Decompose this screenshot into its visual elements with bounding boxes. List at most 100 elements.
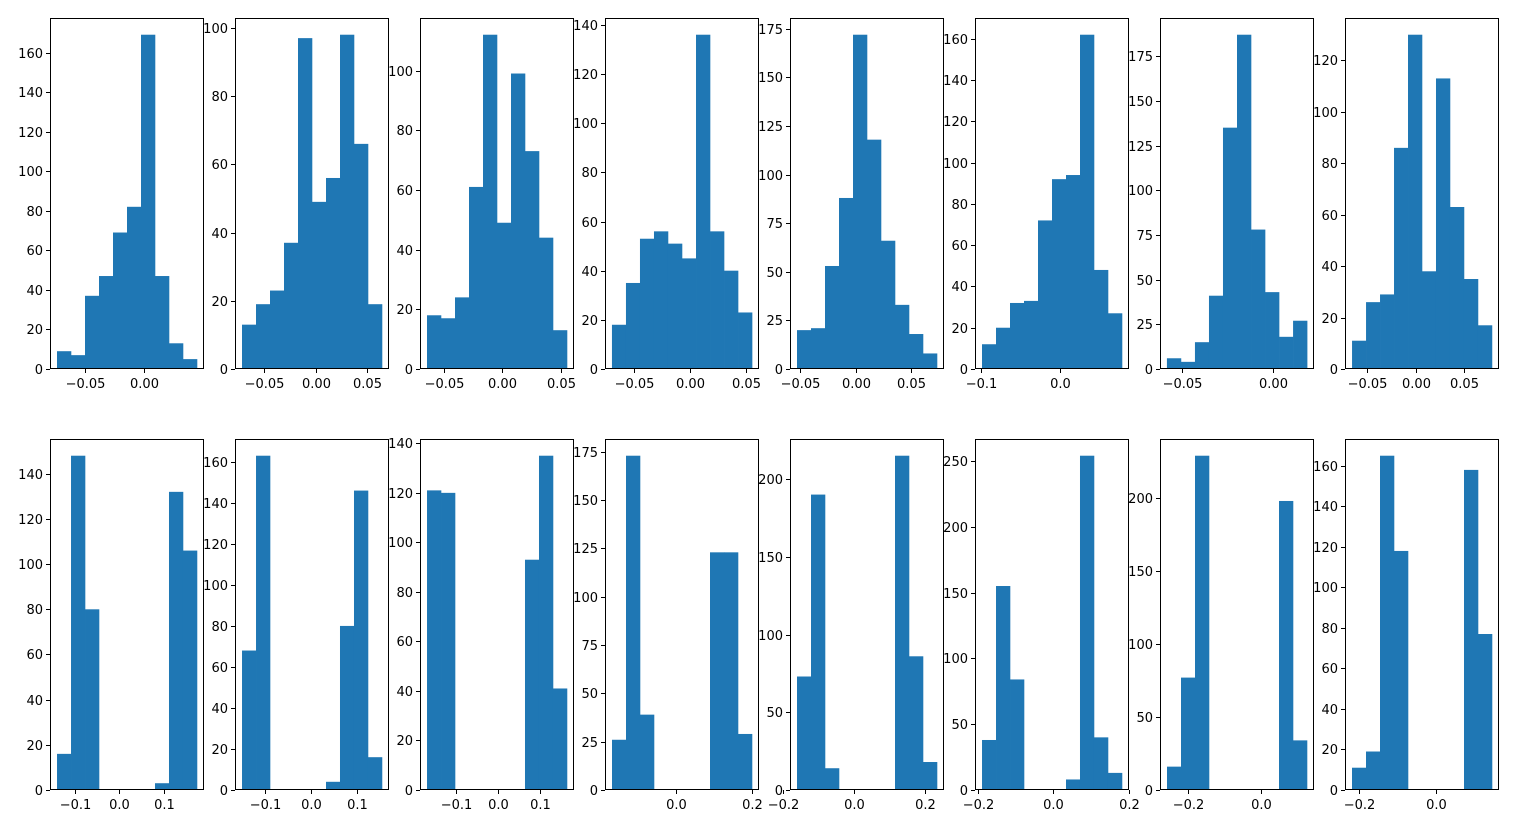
histogram-panel: 0 20 40 60 80 100 120 140 160 −0.1 0.0 0.1 [203,439,389,813]
histogram-panel: 0 20 40 60 80 100 −0.05 0.00 0.05 [203,18,389,392]
x-tick-label: −0.05 [66,377,106,392]
y-tick-label: 125 [758,120,783,135]
histogram-bar [57,753,72,790]
x-tick-label: −0.05 [1348,377,1388,392]
x-tick-label: 0.0 [1251,798,1272,813]
y-tick-label: 100 [1128,184,1153,199]
y-tick-label: 75 [1136,229,1153,244]
histogram-bar [1477,325,1493,369]
x-tick-label: 0.1 [154,798,175,813]
y-tick-label: 100 [758,169,783,184]
x-tick-label: 0.1 [530,798,551,813]
y-tick-label: 200 [943,521,968,536]
histogram-bar [1222,127,1238,369]
x-tick-label: 0.0 [666,798,687,813]
x-tick-label: 0.05 [897,377,926,392]
histogram-bar [483,34,498,370]
x-tick-label: 0.05 [547,377,576,392]
histogram-bar [141,34,156,370]
y-tick-label: 0 [1145,784,1153,799]
x-tick-label: 0.0 [1050,377,1071,392]
y-tick-label: 60 [211,661,228,676]
histogram-bar [1166,358,1182,369]
y-tick-label: 0 [220,784,228,799]
histogram-bar [653,231,669,369]
y-tick-label: 80 [396,124,413,139]
x-tick-label: 0.05 [353,377,382,392]
histogram-bar [1463,279,1479,369]
y-tick-label: 100 [203,22,228,37]
histogram-bar [825,265,840,369]
histogram-bar [154,783,170,790]
y-tick-label: 100 [1128,638,1153,653]
x-tick-label: −0.05 [1163,377,1203,392]
y-tick-label: 80 [396,586,413,601]
x-tick-label: 0.05 [1450,377,1479,392]
histogram-panel: 0 20 40 60 80 100 120 −0.05 0.00 0.05 [1313,18,1499,392]
y-tick-label: 40 [1321,260,1338,275]
y-tick-label: 20 [26,323,43,338]
y-tick-label: 20 [1321,312,1338,327]
histogram-bar [639,238,655,369]
y-tick-label: 0 [35,784,43,799]
histogram-bar [982,739,997,790]
histogram-bar [1380,294,1395,369]
x-tick-label: 0.2 [742,798,763,813]
y-tick-label: 20 [581,314,598,329]
axes-frame [50,18,204,369]
histogram-bar [982,344,997,369]
histogram-bar [539,237,554,369]
axes-frame [1160,18,1314,369]
x-tick-label: 0.0 [109,798,130,813]
y-tick-label: 160 [203,456,228,471]
y-tick-label: 20 [211,743,228,758]
histogram-bar [1181,677,1196,790]
histogram-bar [168,491,184,790]
y-tick-label: 150 [758,551,783,566]
y-tick-label: 120 [388,487,413,502]
y-tick-label: 120 [203,538,228,553]
histogram-bar [1394,550,1409,790]
y-tick-label: 150 [1128,565,1153,580]
x-tick-label: 0.0 [488,798,509,813]
y-tick-label: 100 [388,65,413,80]
histogram-bar [1352,340,1367,369]
histogram-bar [811,328,826,369]
y-tick-label: 20 [396,734,413,749]
histogram-bar [85,295,100,369]
y-tick-label: 0 [35,363,43,378]
y-tick-label: 100 [18,558,43,573]
histogram-bar [368,304,383,369]
y-tick-label: 140 [943,74,968,89]
histogram-bar [1293,320,1308,369]
histogram-bar [284,242,299,369]
histogram-bar [1366,751,1381,790]
y-tick-label: 120 [18,126,43,141]
x-tick-label: −0.1 [441,798,473,813]
y-tick-label: 175 [1128,50,1153,65]
axes-frame [975,439,1129,790]
y-tick-label: 60 [396,635,413,650]
axes-frame [420,18,574,369]
y-tick-label: 25 [1136,318,1153,333]
histogram-bar [57,351,72,369]
y-tick-label: 50 [581,687,598,702]
x-tick-label: 0.00 [488,377,517,392]
histogram-bar [353,490,369,790]
histogram-bar [797,676,812,790]
histogram-bar [724,270,739,369]
histogram-bar [839,197,854,369]
histogram-panel: 0 50 100 150 200 −0.2 0.0 [1128,439,1314,813]
y-tick-label: 0 [405,363,413,378]
histogram-bar [1279,336,1294,369]
y-tick-label: 100 [1313,581,1338,596]
y-tick-label: 125 [1128,140,1153,155]
histogram-bar [469,186,484,369]
histogram-bar [354,143,369,369]
axes-frame [790,18,944,369]
histogram-bar [182,550,198,790]
y-tick-label: 50 [766,706,783,721]
histogram-panel: 0 25 50 75 100 125 150 175 0.0 0.2 [573,439,763,813]
y-tick-label: 175 [758,23,783,38]
histogram-bar [710,552,725,790]
